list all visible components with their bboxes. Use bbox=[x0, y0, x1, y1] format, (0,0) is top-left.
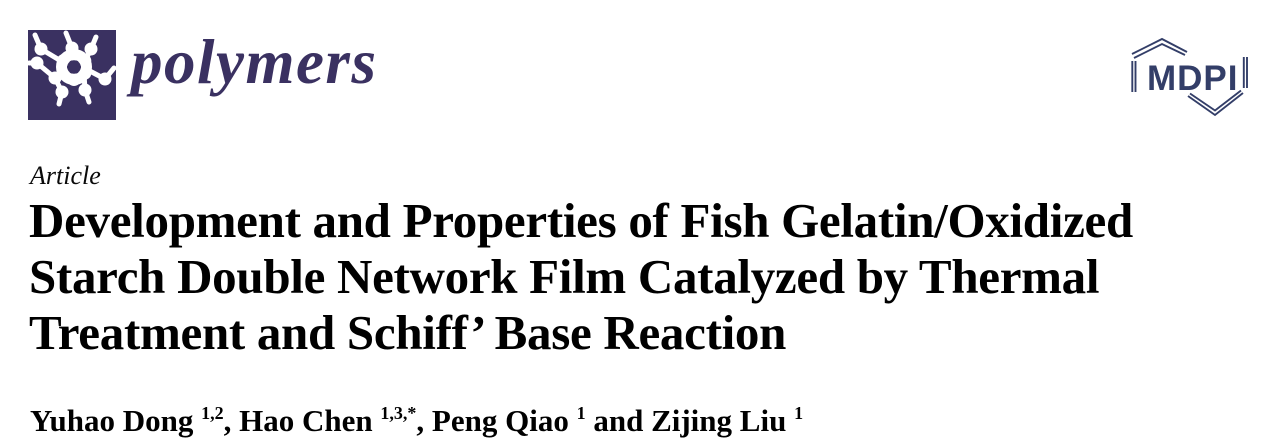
author-separator: , bbox=[223, 403, 240, 438]
journal-logo-square bbox=[28, 30, 116, 120]
publisher-name: MDPI bbox=[1147, 59, 1239, 98]
article-title: Development and Properties of Fish Gelat… bbox=[29, 193, 1133, 361]
author: Hao Chen 1,3,*, bbox=[239, 403, 432, 438]
author-list: Yuhao Dong 1,2, Hao Chen 1,3,*, Peng Qia… bbox=[30, 402, 803, 440]
author-name: Yuhao Dong bbox=[30, 403, 202, 438]
molecule-network-icon bbox=[28, 30, 116, 107]
author: Yuhao Dong 1,2, bbox=[30, 403, 239, 438]
article-title-line-3: Treatment and Schiff’ Base Reaction bbox=[29, 305, 787, 360]
author-separator: , bbox=[416, 403, 432, 438]
author-affiliation-superscript: 1,2 bbox=[201, 403, 224, 423]
open-hexagon-icon bbox=[1131, 37, 1248, 117]
article-type-label: Article bbox=[30, 161, 101, 190]
author-affiliation-superscript: 1 bbox=[576, 403, 586, 423]
author-affiliation-superscript: 1 bbox=[794, 403, 804, 423]
author-name: Zijing Liu bbox=[651, 403, 795, 438]
article-title-line-2: Starch Double Network Film Catalyzed by … bbox=[29, 249, 1100, 304]
journal-name: polymers bbox=[131, 27, 378, 97]
author-affiliation-superscript: 1,3,* bbox=[380, 403, 417, 423]
author-name: Peng Qiao bbox=[431, 403, 577, 438]
article-title-line-1: Development and Properties of Fish Gelat… bbox=[29, 193, 1133, 248]
author: Peng Qiao 1 and bbox=[432, 403, 651, 438]
author-separator: and bbox=[585, 403, 652, 438]
publisher-logo: MDPI bbox=[1124, 34, 1264, 124]
author-name: Hao Chen bbox=[239, 403, 381, 438]
author: Zijing Liu 1 bbox=[651, 403, 803, 438]
